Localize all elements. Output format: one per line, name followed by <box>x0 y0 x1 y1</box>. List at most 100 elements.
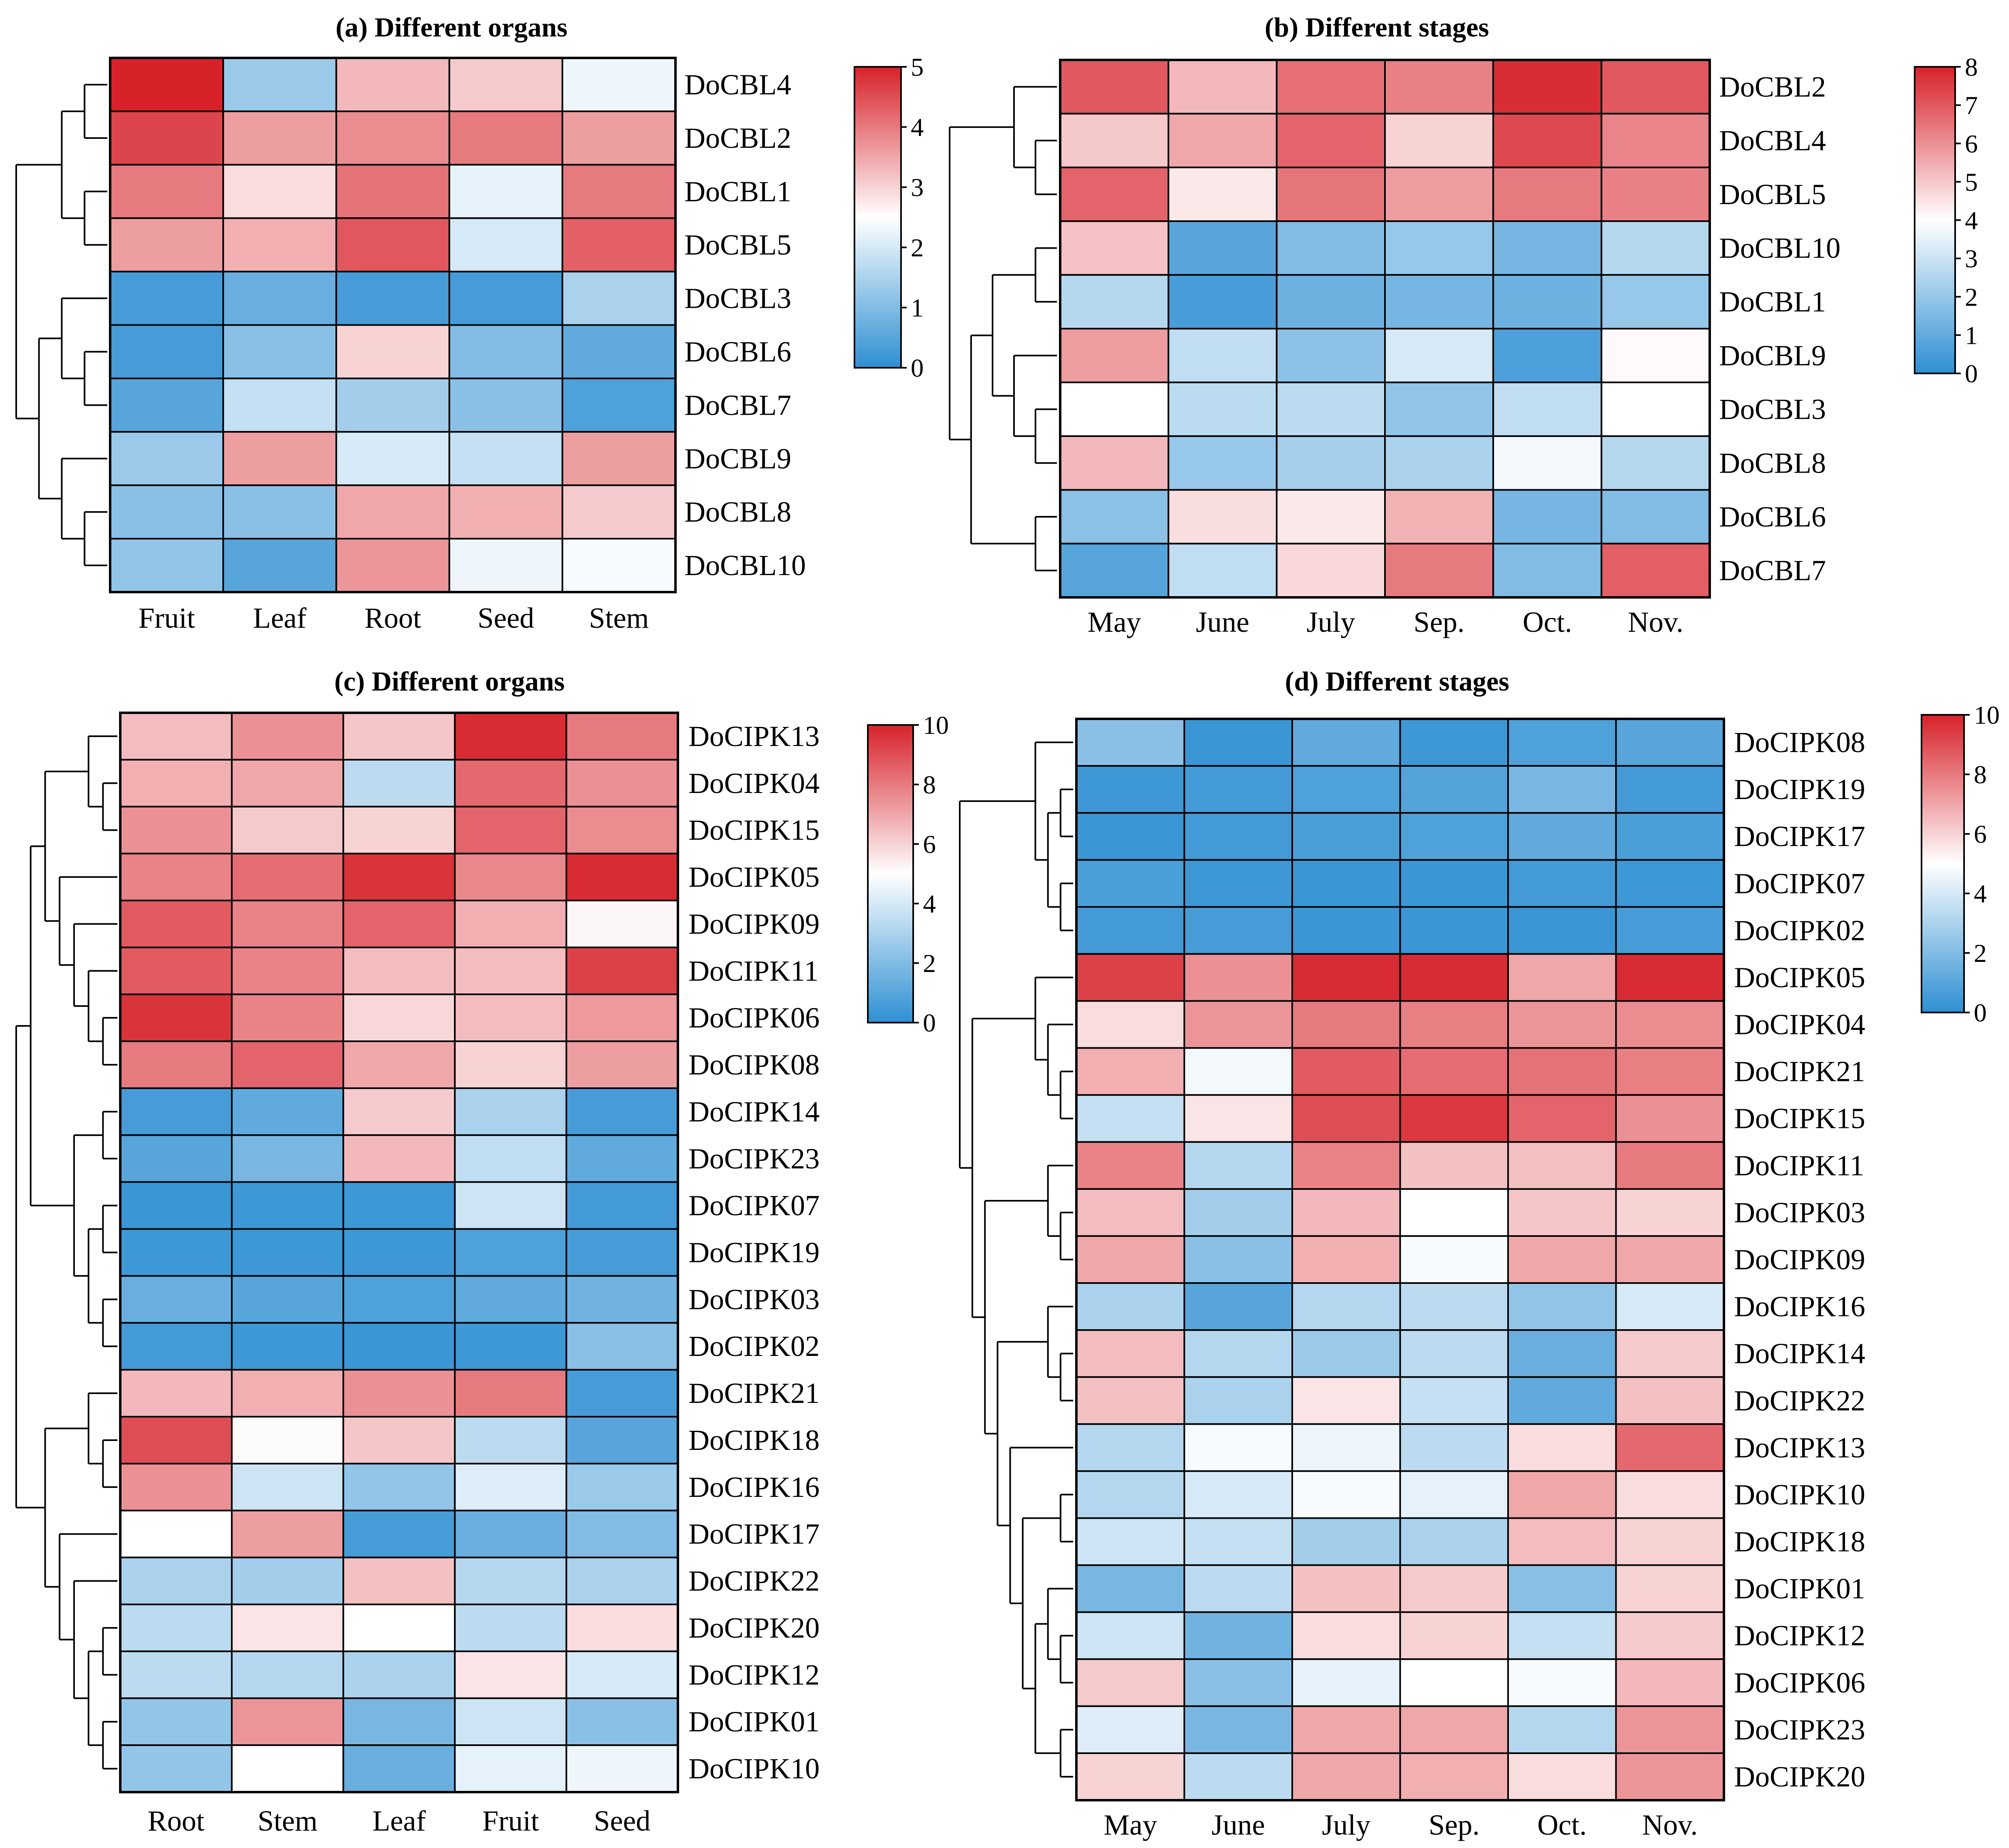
colorbar-gradient-step <box>1915 205 1955 208</box>
heatmap-cell <box>454 1697 567 1746</box>
heatmap-cell <box>1276 543 1386 599</box>
colorbar-gradient-step <box>854 242 901 245</box>
row-label: DoCIPK15 <box>1734 1102 1865 1135</box>
heatmap-cell <box>109 110 224 166</box>
colorbar-gradient-step <box>1922 990 1964 993</box>
heatmap-cell <box>335 110 450 166</box>
row-label: DoCIPK04 <box>1734 1008 1865 1041</box>
colorbar-gradient-step <box>1922 846 1964 849</box>
colorbar-gradient-step <box>1915 340 1955 343</box>
heatmap-cell <box>1167 59 1278 115</box>
colorbar-gradient-step <box>1915 90 1955 93</box>
row-label: DoCIPK09 <box>1734 1243 1865 1276</box>
heatmap-cell <box>1076 1329 1185 1378</box>
colorbar-gradient-step <box>1922 993 1964 995</box>
colorbar-gradient-step <box>1915 235 1955 239</box>
colorbar-gradient-step <box>854 347 901 351</box>
column-label: June <box>1196 606 1249 638</box>
heatmap-cell <box>1615 1564 1725 1613</box>
heatmap-cell <box>342 899 456 949</box>
colorbar-gradient-step <box>868 968 913 971</box>
heatmap-cell <box>1615 1705 1725 1754</box>
colorbar-gradient-step <box>854 350 901 353</box>
row-label: DoCIPK08 <box>688 1049 820 1081</box>
heatmap-cell <box>1615 859 1725 908</box>
heatmap-cell <box>1076 1752 1185 1801</box>
colorbar-tick-label: 6 <box>923 830 936 859</box>
heatmap-cell <box>222 431 337 486</box>
heatmap-cell <box>222 110 337 166</box>
heatmap-cell <box>1507 953 1617 1002</box>
heatmap-cell <box>1399 1705 1509 1754</box>
colorbar-frame <box>1921 714 1965 1013</box>
row-label: DoCBL5 <box>684 229 791 261</box>
colorbar-gradient-step <box>868 829 913 832</box>
heatmap-cell <box>1399 1376 1509 1425</box>
colorbar-gradient-step <box>1915 143 1955 147</box>
heatmap-cell <box>119 806 233 855</box>
colorbar-gradient-step <box>1915 138 1955 141</box>
heatmap-cell <box>222 484 337 540</box>
colorbar-gradient-step <box>1915 273 1955 277</box>
heatmap-cell <box>222 217 337 273</box>
colorbar-gradient-step <box>854 69 901 72</box>
heatmap-cell <box>1615 1000 1725 1049</box>
colorbar-gradient-step <box>868 819 913 822</box>
colorbar-gradient-step <box>868 955 913 959</box>
colorbar-gradient-step <box>868 990 913 993</box>
colorbar-tick-label: 8 <box>923 770 936 799</box>
colorbar-gradient-step <box>854 160 901 163</box>
heatmap-cell <box>1276 220 1386 276</box>
colorbar-gradient-step <box>854 352 901 356</box>
colorbar-gradient-step <box>854 127 901 130</box>
colorbar-gradient-step <box>1915 371 1955 374</box>
heatmap-cell <box>335 57 450 112</box>
colorbar-gradient-step <box>868 946 913 949</box>
heatmap-cell <box>1399 1658 1509 1707</box>
row-label: DoCIPK21 <box>688 1377 820 1409</box>
column-label: Seed <box>594 1805 650 1837</box>
row-label: DoCIPK05 <box>688 861 820 893</box>
heatmap-cell <box>1507 1235 1617 1284</box>
heatmap-panel-a: (a) Different organs DoCBL4 DoCBL2 DoCBL1 Do… <box>15 12 924 634</box>
colorbar-gradient-step <box>868 926 913 929</box>
heatmap-cell <box>342 712 456 761</box>
heatmap-cell <box>119 1509 233 1558</box>
heatmap-cell <box>1615 1141 1725 1190</box>
colorbar-gradient-step <box>868 923 913 926</box>
colorbar-gradient-step <box>1922 747 1964 750</box>
colorbar-gradient-step <box>854 277 901 281</box>
heatmap-cell <box>1615 1470 1725 1519</box>
colorbar-gradient-step <box>1922 859 1964 862</box>
heatmap-cell <box>454 1556 567 1605</box>
heatmap-cell <box>342 853 456 902</box>
colorbar-gradient-step <box>868 752 913 755</box>
heatmap-panel-b: (b) Different stages DoCBL2 DoCBL4 DoCBL5 Do… <box>949 12 1978 638</box>
colorbar-gradient-step <box>854 94 901 98</box>
heatmap-cell <box>1291 906 1401 955</box>
heatmap-cell <box>335 538 450 593</box>
heatmap-cell <box>342 1509 456 1558</box>
colorbar-gradient-step <box>1922 916 1964 919</box>
heatmap-cell <box>1507 1000 1617 1049</box>
heatmap-cell <box>119 1228 233 1277</box>
heatmap-cell <box>342 946 456 995</box>
colorbar-gradient-step <box>1915 217 1955 221</box>
heatmap-cell <box>1291 765 1401 814</box>
heatmap-cell <box>342 1134 456 1183</box>
heatmap-cell <box>1384 435 1494 491</box>
heatmap-cell <box>109 57 224 112</box>
heatmap-cell <box>119 1275 233 1324</box>
heatmap-cell <box>1183 1282 1293 1331</box>
heatmap-cell <box>565 1462 679 1511</box>
colorbar-gradient-step <box>854 134 901 138</box>
colorbar-gradient-step <box>854 102 901 105</box>
colorbar-gradient-step <box>868 846 913 850</box>
colorbar-gradient-step <box>1915 187 1955 190</box>
heatmap-cell <box>1183 1423 1293 1472</box>
heatmap-cell <box>454 946 567 995</box>
heatmap-cell <box>1507 1752 1617 1801</box>
heatmap-cell <box>1507 859 1617 908</box>
colorbar-gradient-step <box>854 167 901 170</box>
colorbar-gradient-step <box>868 1010 913 1013</box>
